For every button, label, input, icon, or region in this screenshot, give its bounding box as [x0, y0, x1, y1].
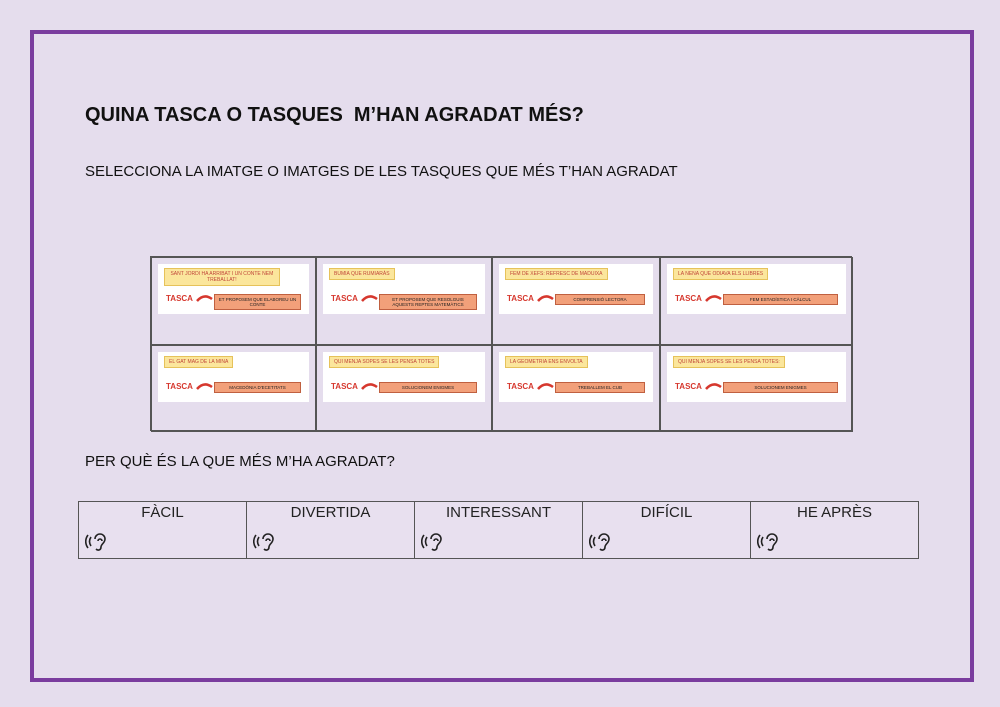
ear-icon — [757, 533, 778, 551]
card-tag: TASCA — [166, 382, 193, 391]
task-grid: SANT JORDI HA ARRIBAT I UN CONTE NEM TRE… — [150, 256, 853, 432]
arrow-icon — [537, 295, 554, 302]
option[interactable]: HE APRÈS — [751, 502, 918, 558]
card-heading: LA GEOMETRIA ENS ENVOLTA — [505, 356, 588, 368]
arrow-icon — [196, 383, 213, 390]
task-cell[interactable]: QUI MENJA SOPES SE LES PENSA TOTES: TASCA… — [660, 345, 853, 432]
arrow — [537, 378, 555, 396]
task-cell[interactable]: BUMIA QUE RUMIARÀS TASCA ET PROPOSEM QUE R… — [316, 257, 492, 345]
options: FÀCIL DIVERTIDA INTERESSANT DIFÍCIL HE APRÈS — [78, 501, 919, 559]
arrow-icon — [196, 295, 213, 302]
arrow — [361, 290, 379, 308]
task-image: EL GAT MAG DE LA MINA TASCA MACEDÒNIA D'EC… — [158, 352, 309, 402]
option-label: INTERESSANT — [445, 504, 551, 521]
arrow — [361, 378, 379, 396]
option-label: DIFÍCIL — [640, 504, 693, 521]
card-tag: TASCA — [675, 382, 702, 391]
card-task: ET PROPOSEM QUE ELABOREU UN CONTE — [214, 294, 301, 310]
arrow — [196, 290, 214, 308]
card-tag: TASCA — [507, 294, 534, 303]
arrow-icon — [361, 295, 378, 302]
card-tag: TASCA — [507, 382, 534, 391]
task-image: QUI MENJA SOPES SE LES PENSA TOTES TASCA S… — [323, 352, 485, 402]
card-heading: QUI MENJA SOPES SE LES PENSA TOTES — [329, 356, 440, 368]
card-heading: SANT JORDI HA ARRIBAT I UN CONTE NEM TRE… — [164, 268, 280, 286]
card-task: MACEDÒNIA D'ECETITATS — [214, 382, 301, 393]
ear-icon — [85, 533, 106, 551]
card-task: SOLUCIONEM ENIGMES — [379, 382, 477, 393]
card-heading: EL GAT MAG DE LA MINA — [164, 356, 234, 368]
instruction: SELECCIONA LA IMATGE O IMATGES DE LES TA… — [85, 163, 678, 180]
card-tag: TASCA — [331, 294, 358, 303]
card-tag: TASCA — [675, 294, 702, 303]
option[interactable]: FÀCIL — [79, 502, 247, 558]
card-heading: FEM DE XEFS: REFRESC DE MADUIXA — [505, 268, 608, 280]
arrow — [705, 290, 723, 308]
task-image: BUMIA QUE RUMIARÀS TASCA ET PROPOSEM QUE R… — [323, 264, 485, 314]
task-cell[interactable]: FEM DE XEFS: REFRESC DE MADUIXA TASCA COMP… — [492, 257, 660, 345]
card-heading: BUMIA QUE RUMIARÀS — [329, 268, 395, 280]
task-cell[interactable]: QUI MENJA SOPES SE LES PENSA TOTES TASCA S… — [316, 345, 492, 432]
option-label: FÀCIL — [141, 504, 184, 521]
card-heading: QUI MENJA SOPES SE LES PENSA TOTES: — [673, 356, 785, 368]
frame — [30, 30, 974, 682]
card-task: COMPRENSIÓ LECTORA — [555, 294, 645, 305]
option[interactable]: DIVERTIDA — [247, 502, 415, 558]
option-label: DIVERTIDA — [290, 504, 371, 521]
task-image: LA NENA QUE ODIAVA ELS LLIBRES TASCA FEM E… — [667, 264, 846, 314]
card-tag: TASCA — [166, 294, 193, 303]
task-cell[interactable]: EL GAT MAG DE LA MINA TASCA MACEDÒNIA D'EC… — [151, 345, 316, 432]
option[interactable]: INTERESSANT — [415, 502, 583, 558]
task-image: LA GEOMETRIA ENS ENVOLTA TASCA TREBALLEM E… — [499, 352, 653, 402]
card-task: ET PROPOSEM QUE RESOLGUIS AQUESTS REPTES… — [379, 294, 477, 310]
option-label: HE APRÈS — [796, 504, 873, 521]
arrow — [705, 378, 723, 396]
card-task: SOLUCIONEM ENIGMES — [723, 382, 838, 393]
card-tag: TASCA — [331, 382, 358, 391]
arrow-icon — [705, 383, 722, 390]
ear-icon — [253, 533, 274, 551]
arrow-icon — [705, 295, 722, 302]
task-image: SANT JORDI HA ARRIBAT I UN CONTE NEM TRE… — [158, 264, 309, 314]
task-image: FEM DE XEFS: REFRESC DE MADUIXA TASCA COMP… — [499, 264, 653, 314]
arrow — [196, 378, 214, 396]
card-task: TREBALLEM EL CUB — [555, 382, 645, 393]
ear-icon — [589, 533, 610, 551]
arrow-icon — [537, 383, 554, 390]
ear-icon — [421, 533, 442, 551]
option[interactable]: DIFÍCIL — [583, 502, 751, 558]
arrow — [537, 290, 555, 308]
task-cell[interactable]: LA NENA QUE ODIAVA ELS LLIBRES TASCA FEM E… — [660, 257, 853, 345]
task-image: QUI MENJA SOPES SE LES PENSA TOTES: TASCA… — [667, 352, 846, 402]
arrow-icon — [361, 383, 378, 390]
question: PER QUÈ ÉS LA QUE MÉS M’HA AGRADAT? — [85, 453, 395, 470]
card-heading: LA NENA QUE ODIAVA ELS LLIBRES — [673, 268, 769, 280]
card-task: FEM ESTADÍSTICA I CÀLCUL — [723, 294, 838, 305]
task-cell[interactable]: SANT JORDI HA ARRIBAT I UN CONTE NEM TRE… — [151, 257, 316, 345]
title: QUINA TASCA O TASQUES M’HAN AGRADAT MÉS? — [85, 104, 584, 126]
task-cell[interactable]: LA GEOMETRIA ENS ENVOLTA TASCA TREBALLEM E… — [492, 345, 660, 432]
